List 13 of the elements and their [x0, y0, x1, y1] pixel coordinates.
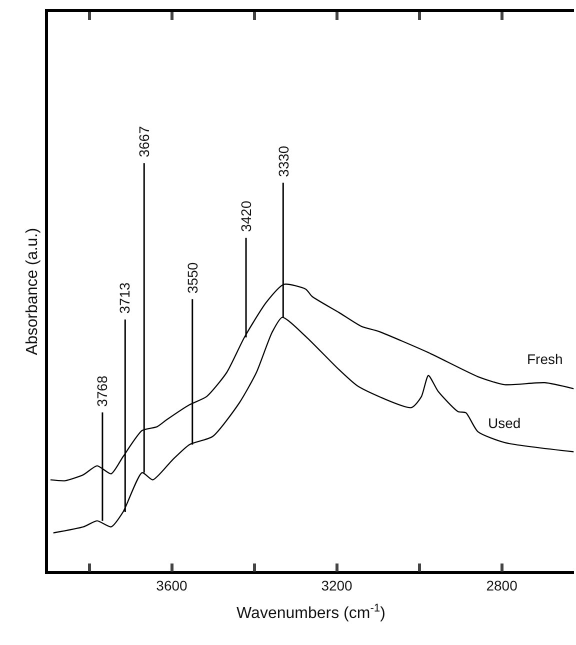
series-label: Used — [488, 415, 521, 431]
annotation: 3768 — [94, 375, 110, 407]
x-axis-title: Wavenumbers (cm$^{-1}$) — [236, 602, 386, 622]
x-tick-label: 2800 — [486, 578, 518, 594]
annotation: 3330 — [275, 146, 292, 177]
y-axis-title: Absorbance (a.u.) — [24, 228, 42, 356]
annotation: 3713 — [116, 282, 133, 314]
annotation: 3550 — [184, 262, 200, 294]
x-tick-label: 3200 — [321, 578, 353, 594]
x-tick-label: 3600 — [156, 578, 188, 594]
annotation: 3420 — [238, 200, 254, 232]
series-label: Fresh — [527, 351, 563, 367]
annotation: 3667 — [136, 126, 152, 158]
